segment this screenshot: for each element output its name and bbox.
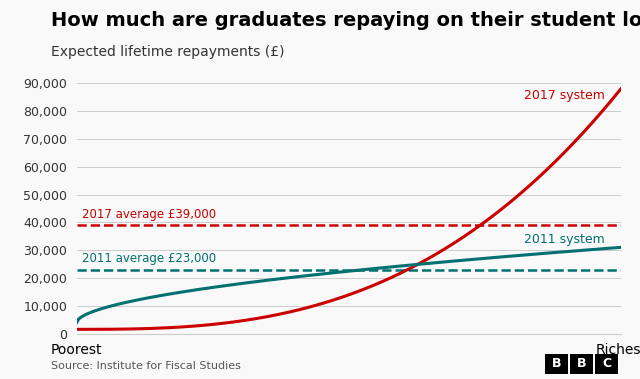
FancyBboxPatch shape (595, 354, 618, 374)
Text: How much are graduates repaying on their student loans?: How much are graduates repaying on their… (51, 11, 640, 30)
Text: 2017 average £39,000: 2017 average £39,000 (82, 208, 216, 221)
Text: B: B (577, 357, 586, 370)
Text: Expected lifetime repayments (£): Expected lifetime repayments (£) (51, 45, 285, 60)
Text: Source: Institute for Fiscal Studies: Source: Institute for Fiscal Studies (51, 362, 241, 371)
Text: 2017 system: 2017 system (524, 89, 604, 102)
Text: 2011 system: 2011 system (524, 233, 604, 246)
Text: 2011 average £23,000: 2011 average £23,000 (82, 252, 216, 265)
FancyBboxPatch shape (570, 354, 593, 374)
Text: B: B (552, 357, 561, 370)
Text: C: C (602, 357, 612, 370)
FancyBboxPatch shape (545, 354, 568, 374)
